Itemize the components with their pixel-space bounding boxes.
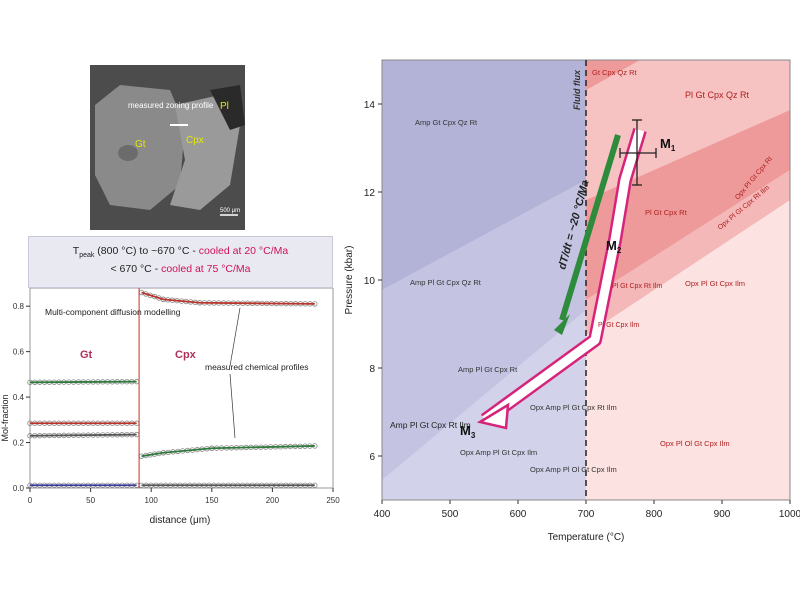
measured-annotation: measured chemical profiles	[205, 362, 308, 372]
sem-label-scale: 500 μm	[220, 208, 240, 214]
field-pl-gt-cpx-rt	[586, 110, 790, 300]
field-label-8: Pl Gt Cpx Qz Rt	[685, 90, 750, 100]
header-line-2: < 670 °C - cooled at 75 °C/Ma	[29, 263, 332, 275]
field-label-1: Amp Pl Gt Cpx Qz Rt	[410, 278, 482, 287]
profile-ytick-label: 0.4	[13, 393, 25, 402]
measured-leader-2	[229, 373, 236, 439]
phase-diagram: Fluid flux 400 500 600 700 800 900 1000 6 8 10 12 1…	[344, 59, 800, 543]
sem-image-drawing: Gt Cpx Pl measured zoning profile 500 μm	[90, 65, 245, 230]
profile-xtick-label: 50	[86, 496, 95, 505]
field-label-7: Gt Cpx Qz Rt	[592, 68, 638, 77]
cooling-arrow	[559, 134, 621, 321]
profile-model-line	[29, 380, 137, 384]
profile-xtick-label: 0	[28, 496, 33, 505]
cooling-arrowhead	[554, 314, 570, 335]
measured-leader-1	[229, 307, 241, 367]
profile-xtick-label: 150	[205, 496, 219, 505]
header-t-sub: peak	[79, 252, 95, 260]
field-label-4: Opx Amp Pl Gt Cpx Ilm	[460, 448, 537, 457]
sem-label-gt: Gt	[135, 139, 146, 150]
phase-xlabel: Temperature (°C)	[548, 532, 625, 543]
phase-xtick-label: 900	[714, 509, 731, 520]
sem-label-pl: Pl	[220, 101, 229, 112]
header-line2-cool: cooled at 75 °C/Ma	[161, 263, 251, 275]
profile-model-line	[29, 433, 137, 437]
fluid-flux-label: Fluid flux	[572, 69, 582, 110]
pt-path-arrowhead	[476, 402, 510, 430]
phase-xtick-label: 600	[510, 509, 527, 520]
phase-ytick-label: 6	[369, 452, 375, 463]
phase-ytick-label: 12	[364, 188, 376, 199]
profile-ylabel: Mol-fraction	[0, 394, 10, 441]
field-label-2a: Amp Pl Gt Cpx Rt	[458, 365, 518, 374]
phase-ytick-label: 8	[369, 364, 375, 375]
profile-model-line	[141, 445, 315, 458]
field-amp-pl	[382, 180, 586, 480]
m1-label: M1	[660, 136, 676, 153]
field-rt-ilm	[586, 170, 790, 335]
profile-ytick-label: 0.2	[13, 439, 25, 448]
sem-label-cpx: Cpx	[186, 135, 204, 146]
profile-xtick-label: 200	[266, 496, 280, 505]
cpx-grain	[170, 95, 240, 210]
profile-ytick-label: 0.8	[13, 302, 25, 311]
garnet-grain	[95, 85, 185, 210]
profile-chart: 0 50 100 150 200 250 0.0 0.2 0.4 0.6 0.8 Multi-com…	[0, 288, 340, 526]
phase-ytick-label: 10	[364, 276, 376, 287]
field-label-10: Pl Gt Cpx Rt Ilm	[612, 283, 662, 290]
pl-grain	[210, 85, 245, 130]
phase-xtick-label: 500	[442, 509, 459, 520]
profile-model-line	[141, 291, 315, 305]
field-gt-cpx-qz	[586, 60, 640, 90]
header-line2-mid: < 670 °C -	[110, 263, 162, 275]
phase-xtick-label: 400	[374, 509, 391, 520]
field-label-5: Opx Amp Pl Ol Gt Cpx Ilm	[530, 465, 617, 474]
phase-ytick-label: 14	[364, 100, 376, 111]
cpx-annotation: Cpx	[175, 349, 197, 361]
phase-fields	[382, 60, 790, 500]
m2-label: M2	[606, 238, 622, 255]
profile-xtick-label: 250	[326, 496, 340, 505]
field-label-0: Amp Gt Cpx Qz Rt	[415, 118, 478, 127]
sem-label-profile: measured zoning profile	[128, 101, 214, 110]
model-annotation: Multi-component diffusion modelling	[45, 307, 181, 317]
field-label-3: Amp Pl Gt Cpx Rt Ilm	[390, 420, 471, 430]
header-line1-mid: (800 °C) to ~670 °C -	[94, 245, 199, 257]
profile-header: Tpeak (800 °C) to ~670 °C - cooled at 20…	[28, 236, 333, 288]
profile-plot-area	[29, 288, 334, 489]
header-line1-cool: cooled at 20 °C/Ma	[198, 245, 289, 257]
phase-xtick-label: 1000	[779, 509, 800, 520]
field-label-6: Opx Amp Pl Gt Cpx Rt Ilm	[530, 403, 617, 412]
header-t: T	[72, 245, 80, 257]
header-line-1: Tpeak (800 °C) to ~670 °C - cooled at 20…	[29, 245, 332, 259]
profile-ytick-label: 0.6	[13, 348, 25, 357]
profile-xtick-label: 100	[145, 496, 159, 505]
phase-ylabel: Pressure (kbar)	[344, 246, 355, 315]
sem-image: Gt Cpx Pl measured zoning profile 500 μm	[90, 65, 245, 230]
field-label-13: Opx Pl Ol Gt Cpx Ilm	[660, 439, 730, 448]
profile-xlabel: distance (μm)	[150, 515, 211, 526]
field-label-11: Pl Gt Cpx Ilm	[598, 322, 639, 329]
phase-xtick-label: 700	[578, 509, 595, 520]
m3-label: M3	[460, 423, 476, 440]
field-label-12: Opx Pl Gt Cpx Ilm	[685, 279, 745, 288]
gt-annotation: Gt	[80, 349, 93, 361]
field-amp-gt	[382, 60, 586, 290]
pt-path-fill	[482, 128, 645, 424]
phase-xtick-label: 800	[646, 509, 663, 520]
profile-ytick-label: 0.0	[13, 484, 25, 493]
field-label-9: Pl Gt Cpx Rt	[645, 208, 688, 217]
